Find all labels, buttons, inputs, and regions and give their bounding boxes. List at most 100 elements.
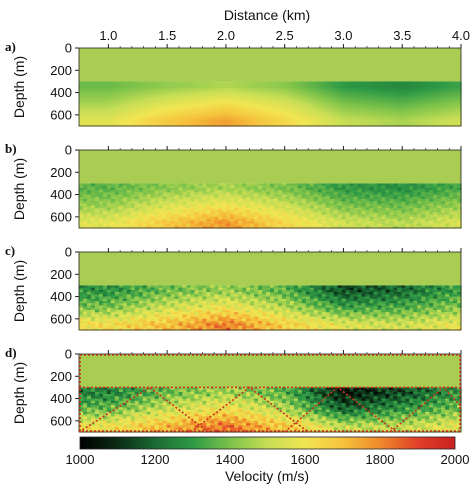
velocity-cell bbox=[437, 110, 442, 114]
velocity-cell bbox=[449, 101, 454, 105]
velocity-cell bbox=[449, 305, 454, 309]
velocity-cell bbox=[341, 203, 347, 207]
velocity-cell bbox=[457, 114, 462, 118]
velocity-cell bbox=[226, 305, 231, 309]
velocity-cell bbox=[170, 203, 176, 207]
velocity-cell bbox=[445, 187, 450, 191]
velocity-cell bbox=[353, 185, 359, 189]
velocity-cell bbox=[142, 88, 148, 91]
velocity-cell bbox=[413, 105, 418, 109]
velocity-cell bbox=[198, 207, 203, 211]
velocity-cell bbox=[381, 90, 386, 94]
velocity-cell bbox=[273, 207, 279, 211]
velocity-cell bbox=[150, 194, 156, 198]
velocity-cell bbox=[150, 110, 156, 114]
velocity-cell bbox=[110, 123, 116, 127]
velocity-cell bbox=[246, 117, 251, 120]
velocity-cell bbox=[353, 289, 359, 293]
velocity-cell bbox=[445, 112, 450, 116]
velocity-cell bbox=[234, 289, 239, 293]
velocity-cell bbox=[158, 94, 164, 98]
velocity-cell bbox=[345, 105, 351, 109]
velocity-cell bbox=[337, 99, 343, 103]
velocity-cell bbox=[349, 210, 355, 213]
velocity-cell bbox=[122, 114, 128, 118]
velocity-cell bbox=[457, 207, 462, 211]
velocity-cell bbox=[333, 221, 339, 225]
velocity-cell bbox=[122, 88, 128, 91]
velocity-cell bbox=[309, 203, 315, 207]
velocity-cell bbox=[190, 185, 195, 189]
panel-label: b) bbox=[5, 141, 17, 156]
velocity-cell bbox=[361, 183, 367, 187]
velocity-cell bbox=[349, 119, 355, 123]
velocity-cell bbox=[329, 97, 335, 100]
velocity-cell bbox=[122, 289, 128, 293]
velocity-cell bbox=[309, 187, 315, 191]
velocity-cell bbox=[273, 110, 279, 114]
velocity-cell bbox=[270, 287, 275, 291]
velocity-cell bbox=[433, 201, 438, 205]
velocity-cell bbox=[146, 123, 152, 127]
velocity-cell bbox=[206, 303, 211, 307]
velocity-cell bbox=[106, 185, 112, 189]
velocity-cell bbox=[329, 296, 335, 300]
velocity-cell bbox=[79, 121, 84, 125]
velocity-cell bbox=[381, 285, 386, 289]
velocity-cell bbox=[270, 212, 275, 216]
velocity-cell bbox=[457, 292, 462, 295]
velocity-cell bbox=[246, 216, 251, 220]
velocity-cell bbox=[170, 187, 176, 191]
velocity-cell bbox=[389, 99, 394, 103]
velocity-cell bbox=[218, 101, 223, 105]
velocity-cell bbox=[150, 196, 156, 200]
velocity-cell bbox=[313, 294, 319, 298]
velocity-cell bbox=[365, 112, 371, 116]
velocity-cell bbox=[90, 196, 96, 200]
velocity-cell bbox=[170, 289, 176, 293]
velocity-cell bbox=[90, 110, 96, 114]
velocity-cell bbox=[445, 97, 450, 100]
velocity-cell bbox=[190, 85, 195, 89]
velocity-cell bbox=[285, 110, 291, 114]
velocity-cell bbox=[234, 99, 239, 103]
velocity-cell bbox=[114, 190, 120, 193]
velocity-cell bbox=[134, 305, 140, 309]
velocity-cell bbox=[313, 303, 319, 307]
velocity-cell bbox=[457, 305, 462, 309]
velocity-cell bbox=[214, 121, 219, 125]
velocity-cell bbox=[258, 221, 263, 225]
velocity-cell bbox=[341, 123, 347, 127]
velocity-cell bbox=[381, 97, 386, 100]
velocity-cell bbox=[254, 203, 259, 207]
velocity-cell bbox=[329, 289, 335, 293]
velocity-cell bbox=[281, 301, 287, 304]
velocity-cell bbox=[238, 112, 243, 116]
velocity-cell bbox=[218, 301, 223, 304]
velocity-cell bbox=[341, 221, 347, 225]
velocity-cell bbox=[381, 196, 386, 200]
velocity-cell bbox=[385, 192, 390, 196]
velocity-cell bbox=[417, 123, 422, 127]
velocity-cell bbox=[445, 103, 450, 107]
velocity-cell bbox=[150, 97, 156, 100]
velocity-cell bbox=[293, 83, 299, 87]
velocity-cell bbox=[437, 190, 442, 193]
velocity-cell bbox=[281, 205, 287, 209]
velocity-cell bbox=[273, 81, 279, 85]
velocity-cell bbox=[377, 97, 383, 100]
velocity-cell bbox=[413, 119, 418, 123]
velocity-cell bbox=[202, 303, 207, 307]
velocity-cell bbox=[437, 298, 442, 302]
velocity-cell bbox=[413, 214, 418, 218]
velocity-cell bbox=[385, 190, 390, 193]
velocity-cell bbox=[79, 108, 84, 111]
velocity-cell bbox=[393, 212, 398, 216]
velocity-cell bbox=[333, 303, 339, 307]
velocity-cell bbox=[429, 185, 434, 189]
velocity-cell bbox=[381, 221, 386, 225]
velocity-cell bbox=[297, 203, 303, 207]
velocity-cell bbox=[118, 85, 124, 89]
velocity-cell bbox=[413, 117, 418, 120]
velocity-cell bbox=[449, 285, 454, 289]
